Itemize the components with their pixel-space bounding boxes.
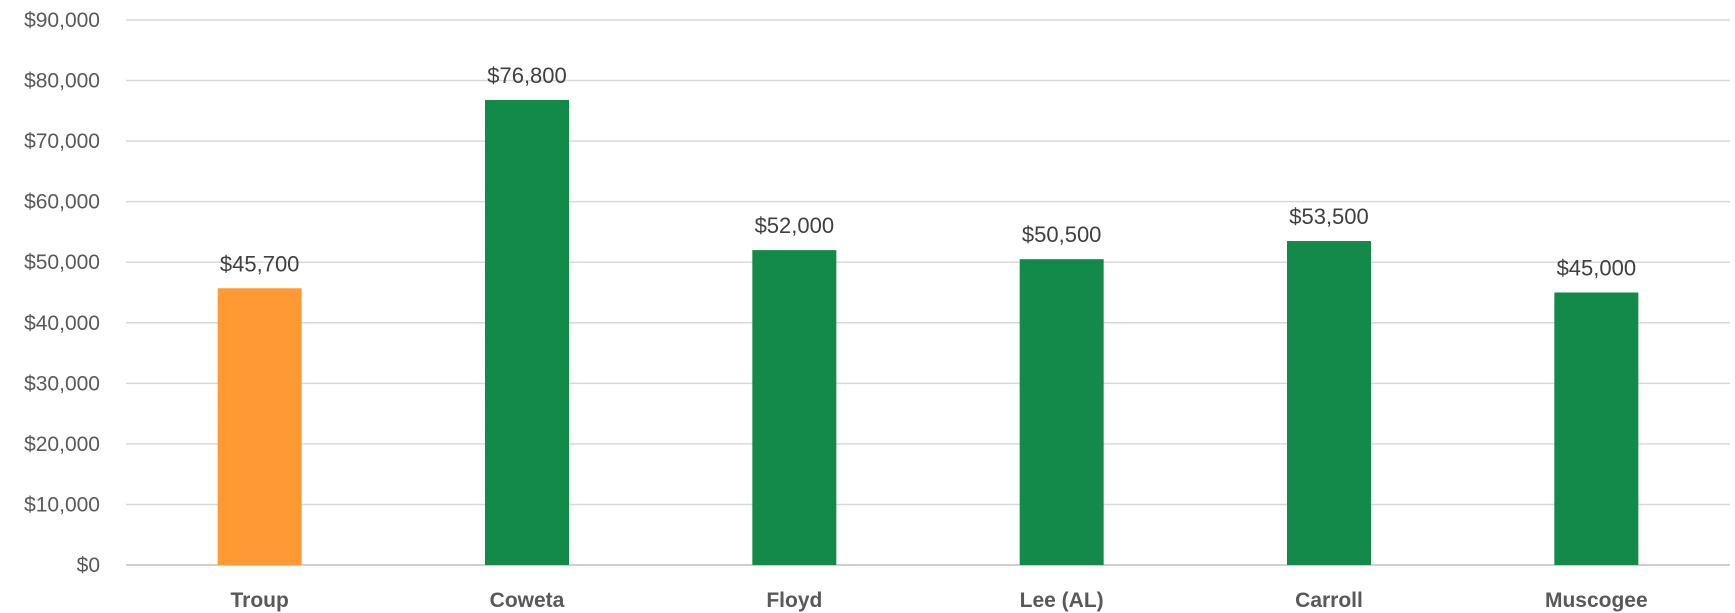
y-tick-label: $0: [77, 554, 100, 577]
y-tick-label: $70,000: [24, 130, 100, 153]
y-tick-label: $80,000: [24, 70, 100, 93]
bar: [217, 288, 302, 565]
y-axis-tick-labels: $0 $10,000 $20,000 $30,000 $40,000 $50,000 $60…: [24, 9, 100, 577]
x-tick-label: Carroll: [1295, 589, 1363, 612]
data-label: $45,000: [1557, 256, 1637, 281]
x-tick-label: Troup: [231, 589, 289, 612]
data-label: $45,700: [220, 251, 300, 276]
data-label: $50,500: [1022, 222, 1102, 247]
y-tick-label: $20,000: [24, 433, 100, 456]
y-tick-label: $60,000: [24, 191, 100, 214]
data-label: $52,000: [755, 213, 835, 238]
x-tick-label: Lee (AL): [1020, 589, 1104, 612]
bar: [752, 250, 837, 565]
data-labels: $45,700 $76,800 $52,000 $50,500 $53,500 $45,0…: [220, 63, 1636, 281]
bar: [1287, 241, 1371, 565]
data-label: $76,800: [487, 63, 567, 88]
y-tick-label: $10,000: [24, 493, 100, 516]
x-tick-label: Muscogee: [1545, 589, 1648, 612]
y-tick-label: $90,000: [24, 9, 100, 32]
data-label: $53,500: [1289, 204, 1369, 229]
y-tick-label: $40,000: [24, 312, 100, 335]
gridlines: [126, 19, 1730, 566]
x-tick-label: Coweta: [490, 589, 565, 612]
bars: [217, 99, 1639, 565]
x-axis-tick-labels: Troup Coweta Floyd Lee (AL) Carroll Muscogee: [231, 589, 1648, 612]
y-tick-label: $30,000: [24, 372, 100, 395]
x-tick-label: Floyd: [766, 589, 822, 612]
y-tick-label: $50,000: [24, 251, 100, 274]
bar: [1554, 292, 1639, 565]
bar: [485, 99, 569, 565]
bar: [1019, 259, 1104, 565]
